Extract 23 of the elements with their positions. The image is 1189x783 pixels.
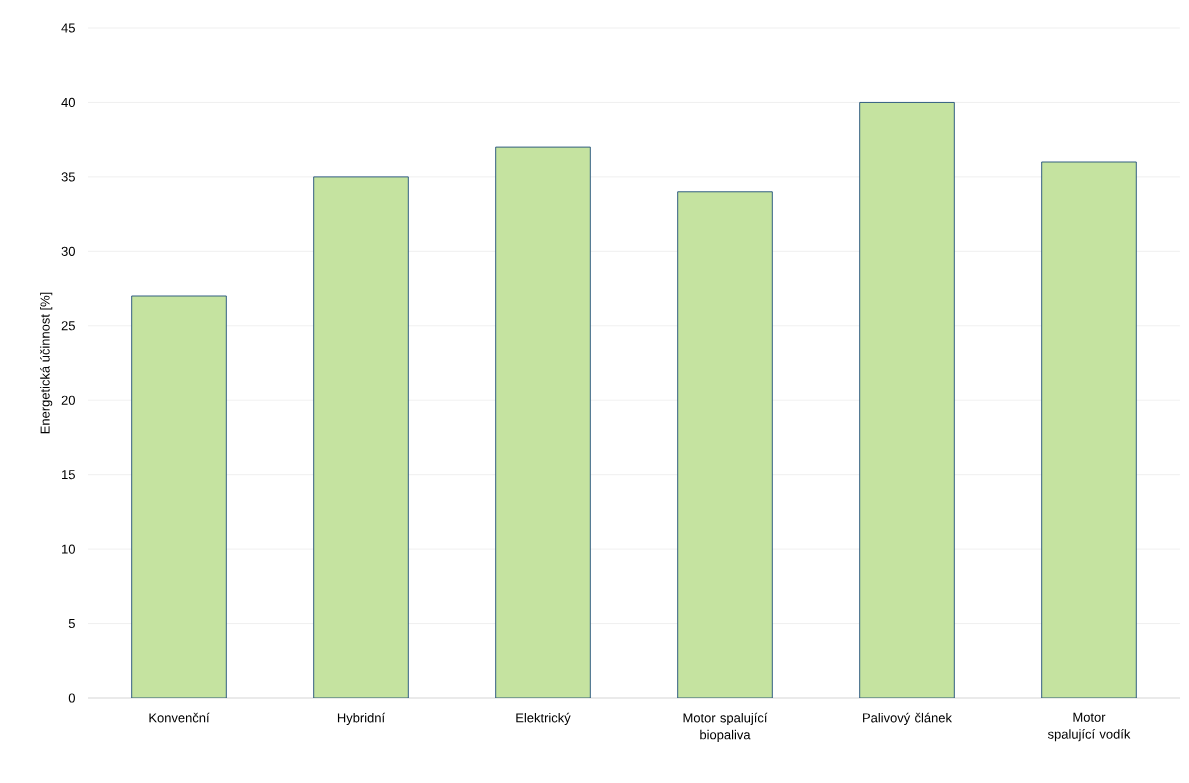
y-tick-label: 15 (62, 470, 75, 480)
x-tick-label: Konvenční (149, 712, 210, 723)
y-tick-label: 10 (62, 544, 75, 554)
bar (313, 176, 409, 698)
bar (495, 146, 591, 698)
x-tick-label: Palivový článek (863, 712, 952, 725)
y-tick-label: 5 (68, 619, 75, 629)
x-tick-label: Hybridní (337, 712, 386, 725)
x-tick-label: Elektrický (516, 712, 571, 725)
bar (859, 101, 955, 698)
y-tick-label: 35 (61, 172, 75, 182)
y-tick-label: 20 (61, 395, 75, 405)
y-axis-title: Energetická účinnost [%] (40, 292, 53, 434)
bar (677, 191, 773, 698)
bar (1041, 161, 1137, 698)
x-tick-label: Motor spalující biopaliva (683, 712, 768, 742)
bar (131, 295, 227, 698)
y-tick-label: 30 (61, 246, 75, 256)
y-tick-label: 25 (61, 321, 75, 331)
y-tick-label: 45 (61, 23, 75, 33)
y-tick-label: 40 (61, 97, 75, 108)
y-tick-label: 0 (68, 693, 75, 703)
x-tick-label: Motor spalující vodík (1047, 712, 1131, 742)
